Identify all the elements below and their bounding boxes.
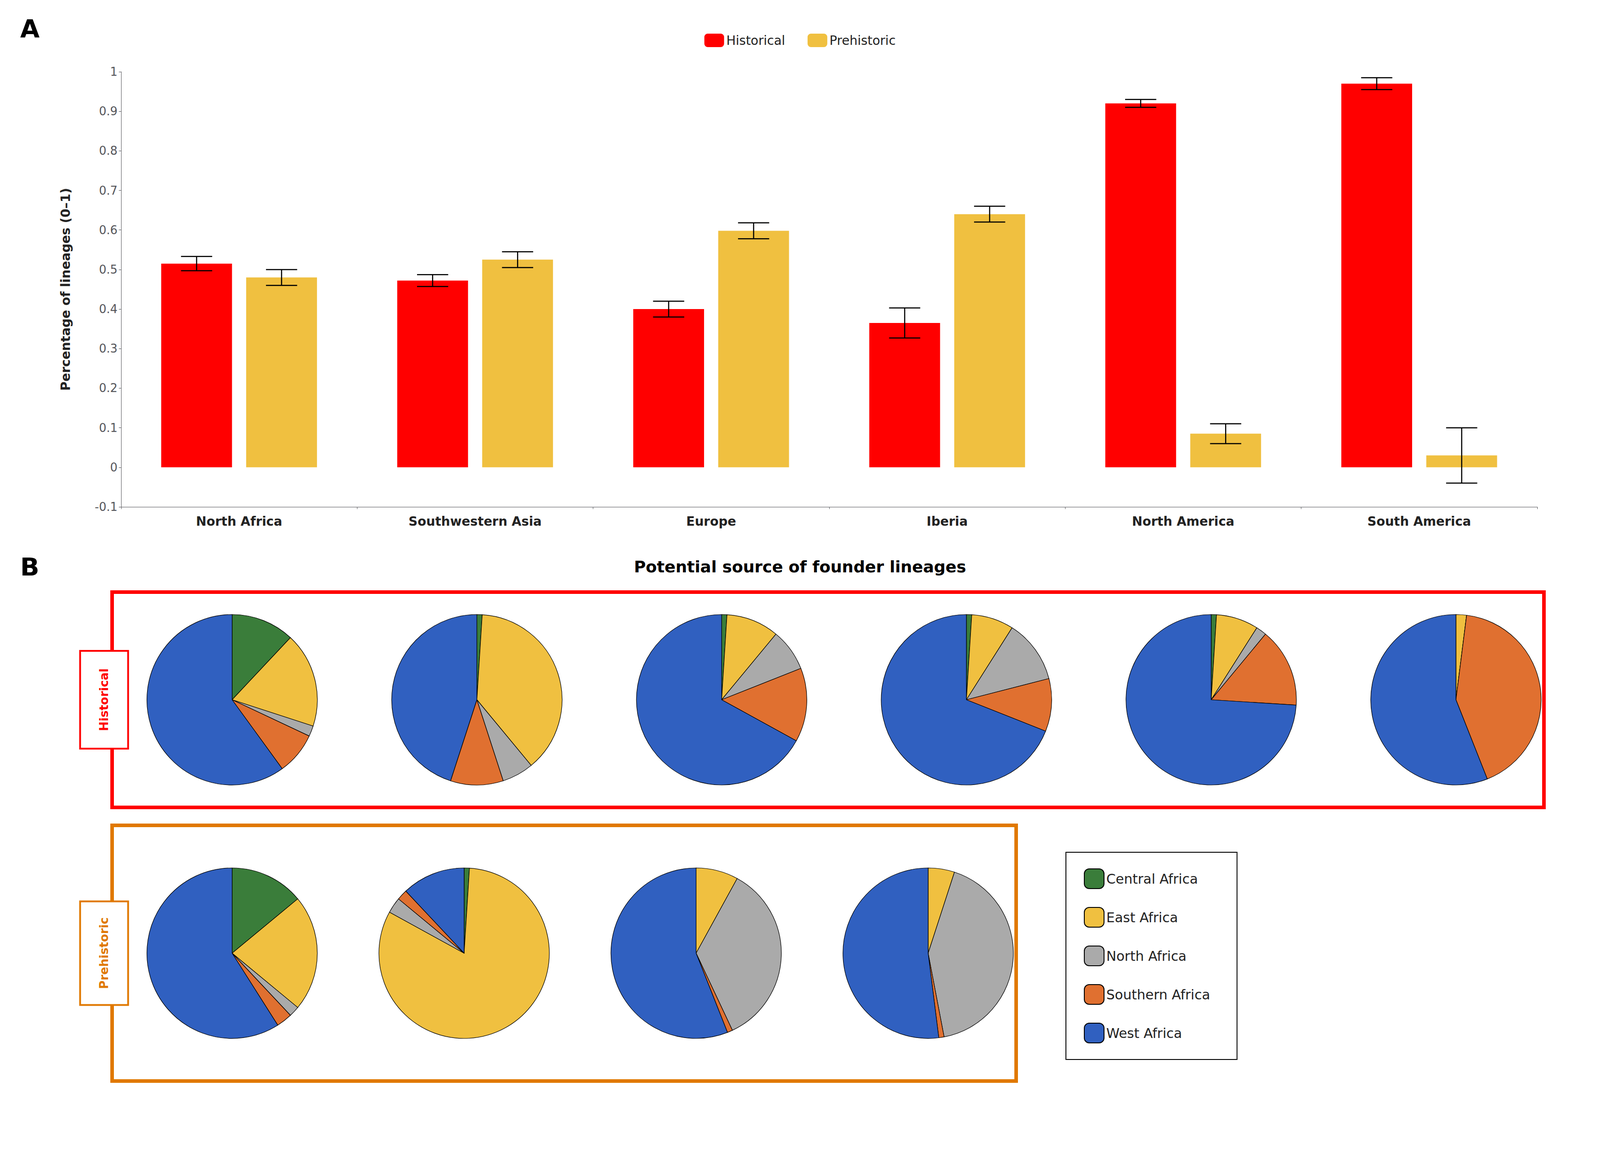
svg-text:0.8: 0.8 <box>99 143 118 158</box>
svg-text:Southwestern Asia: Southwestern Asia <box>408 513 542 529</box>
svg-text:0.7: 0.7 <box>99 183 118 198</box>
svg-text:Prehistoric: Prehistoric <box>829 33 896 48</box>
svg-text:Southern Africa: Southern Africa <box>1106 986 1211 1003</box>
svg-text:1: 1 <box>109 65 118 79</box>
svg-text:0.5: 0.5 <box>99 262 118 277</box>
svg-text:0.9: 0.9 <box>99 104 118 118</box>
svg-text:0.3: 0.3 <box>99 341 118 356</box>
svg-text:North Africa: North Africa <box>1106 947 1187 964</box>
svg-text:0.1: 0.1 <box>99 421 118 435</box>
svg-text:-0.1: -0.1 <box>94 500 118 514</box>
svg-text:A: A <box>20 13 40 44</box>
svg-text:0.4: 0.4 <box>99 302 118 316</box>
svg-text:South America: South America <box>1367 513 1471 529</box>
svg-text:Percentage of lineages (0–1): Percentage of lineages (0–1) <box>58 187 74 391</box>
svg-text:East Africa: East Africa <box>1106 909 1179 926</box>
svg-text:Potential source of founder li: Potential source of founder lineages <box>634 557 967 576</box>
svg-text:Iberia: Iberia <box>926 513 968 529</box>
svg-text:Prehistoric: Prehistoric <box>97 917 111 989</box>
svg-text:Historical: Historical <box>726 33 786 48</box>
svg-text:West Africa: West Africa <box>1106 1025 1183 1041</box>
svg-text:Europe: Europe <box>686 513 736 529</box>
svg-text:North America: North America <box>1131 513 1235 529</box>
svg-text:Central Africa: Central Africa <box>1106 870 1198 887</box>
svg-text:North Africa: North Africa <box>195 513 283 529</box>
svg-text:0: 0 <box>109 460 118 474</box>
svg-text:0.6: 0.6 <box>99 223 118 237</box>
svg-text:B: B <box>20 552 40 582</box>
svg-text:Historical: Historical <box>97 668 111 731</box>
svg-text:0.2: 0.2 <box>99 381 118 395</box>
